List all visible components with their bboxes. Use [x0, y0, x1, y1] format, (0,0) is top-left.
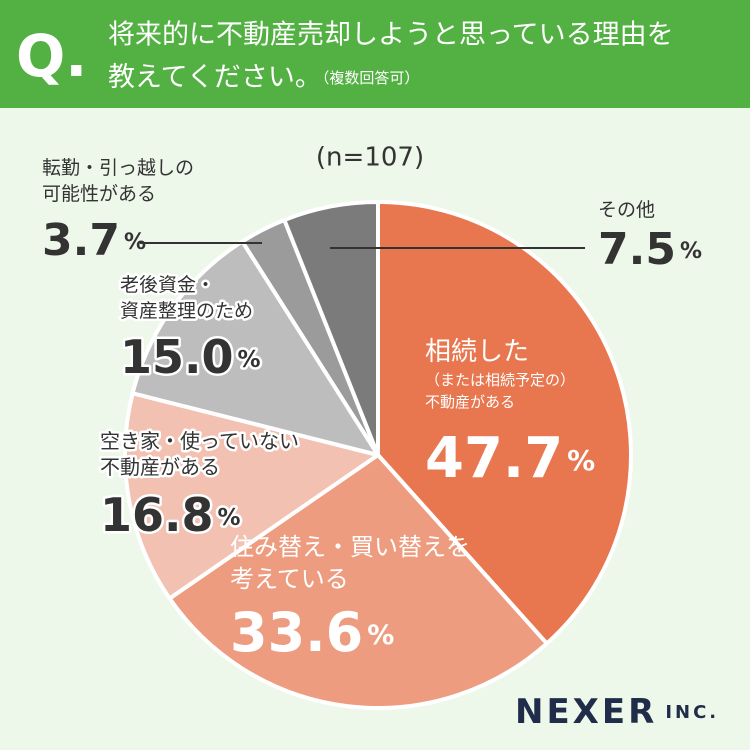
- pie: [123, 200, 633, 710]
- pie-slice: [130, 239, 380, 457]
- title-line: 教えてください。: [108, 62, 322, 93]
- logo-suffix: INC.: [665, 702, 719, 723]
- value-number: 33.6: [230, 601, 363, 664]
- value-label: 33.6%: [230, 601, 394, 664]
- value-number: 47.7: [425, 426, 563, 491]
- logo-main: NEXER: [515, 692, 657, 732]
- value-unit: %: [567, 444, 595, 477]
- category-line: （または相続予定の）: [425, 371, 575, 389]
- category-label: 空き家・使っていない不動産がある: [100, 429, 299, 479]
- category-line: 相続した: [425, 337, 529, 367]
- category-line: 転勤・引っ越しの: [42, 157, 194, 179]
- value-label: 3.7%: [42, 215, 146, 266]
- value-unit: %: [367, 620, 394, 651]
- pie-slice: [167, 453, 549, 710]
- category-line: 不動産がある: [425, 393, 515, 411]
- category-line: 不動産がある: [100, 455, 220, 479]
- category-line: 可能性がある: [42, 183, 156, 205]
- value-label: 16.8%: [100, 488, 241, 542]
- category-label: 老後資金・資産整理のため: [120, 274, 253, 322]
- category-line: 資産整理のため: [120, 300, 253, 322]
- category-line: 老後資金・: [120, 274, 215, 296]
- value-label: 15.0%: [120, 330, 261, 384]
- category-line: 考えている: [230, 565, 349, 593]
- q-mark: Q.: [16, 22, 87, 90]
- pie-slice: [123, 391, 380, 601]
- category-label: 住み替え・買い替えを考えている: [230, 533, 470, 593]
- category-label: 転勤・引っ越しの可能性がある: [42, 157, 194, 205]
- pie-slice: [376, 200, 633, 646]
- value-label: 47.7%: [425, 426, 595, 491]
- value-unit: %: [124, 230, 146, 255]
- title-note: （複数回答可）: [322, 69, 420, 87]
- value-number: 16.8: [100, 488, 214, 542]
- value-number: 15.0: [120, 330, 234, 384]
- value-unit: %: [218, 505, 241, 531]
- header-band: [0, 0, 750, 108]
- category-label: 相続した （または相続予定の） 不動産がある: [425, 337, 575, 411]
- title-line: 教えてください。（複数回答可）: [108, 62, 419, 93]
- pie-slice: [282, 200, 380, 457]
- logo: NEXER INC.: [515, 692, 719, 732]
- value-number: 7.5: [598, 224, 676, 275]
- category-line: 空き家・使っていない: [100, 429, 299, 453]
- title-line: 将来的に不動産売却しようと思っている理由を: [108, 20, 674, 51]
- value-number: 3.7: [42, 215, 120, 266]
- value-unit: %: [680, 239, 702, 264]
- category-line: その他: [598, 199, 655, 221]
- value-unit: %: [238, 347, 261, 373]
- category-line: 住み替え・買い替えを: [230, 533, 470, 561]
- sample-size: (n=107): [316, 143, 424, 173]
- category-label: その他: [598, 199, 655, 221]
- value-label: 7.5%: [598, 224, 702, 275]
